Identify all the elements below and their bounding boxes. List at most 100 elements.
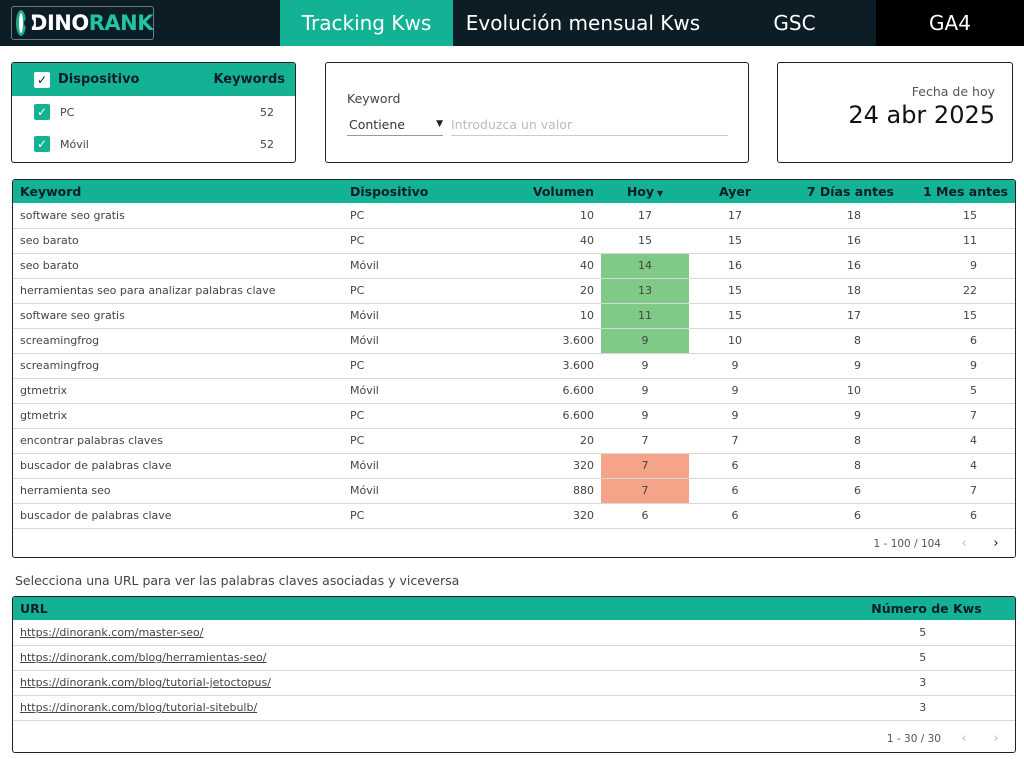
tab-ga4[interactable]: GA4 (876, 0, 1024, 46)
cell-volume: 3.600 (473, 353, 601, 379)
keyword-value-input[interactable] (451, 113, 728, 136)
cell-device: Móvil (343, 253, 473, 279)
table-row[interactable]: https://dinorank.com/master-seo/5 (13, 620, 1015, 646)
column-header-hoy[interactable]: Hoy ▼ (601, 180, 689, 203)
cell-url: https://dinorank.com/blog/herramientas-s… (13, 645, 812, 671)
device-option-count: 52 (260, 105, 274, 119)
column-header-volumen[interactable]: Volumen (473, 180, 601, 203)
cell-device: PC (343, 353, 473, 379)
next-page-icon[interactable]: › (993, 536, 999, 551)
select-all-checkbox[interactable]: ✓ (34, 71, 50, 88)
logo-text-dino: DINO (30, 11, 89, 35)
date-label: Fecha de hoy (911, 84, 995, 99)
cell-7-days: 8 (781, 328, 901, 354)
cell-today: 9 (601, 353, 689, 379)
cell-url: https://dinorank.com/master-seo/ (13, 620, 812, 646)
device-option-label: Móvil (60, 137, 89, 151)
cell-keyword: seo barato (13, 253, 343, 279)
url-hint-text: Selecciona una URL para ver las palabras… (15, 573, 460, 588)
keyword-operator-value: Contiene (349, 116, 405, 132)
url-link[interactable]: https://dinorank.com/blog/tutorial-jetoc… (20, 676, 271, 689)
cell-7-days: 6 (781, 503, 901, 529)
cell-today: 9 (601, 403, 689, 429)
url-table-header: URL Número de Kws (13, 597, 1015, 620)
cell-kw-count: 3 (811, 670, 1015, 696)
table-row[interactable]: buscador de palabras clave PC 320 6 6 6 6 (13, 503, 1015, 529)
column-header-keyword[interactable]: Keyword (13, 180, 343, 203)
keyword-filter-label: Keyword (347, 91, 401, 106)
cell-1-month: 4 (901, 428, 1015, 454)
cell-today: 7 (601, 478, 689, 504)
cell-yesterday: 15 (689, 303, 781, 329)
device-option-movil[interactable]: ✓ Móvil 52 (12, 128, 295, 160)
table-row[interactable]: buscador de palabras clave Móvil 320 7 6 8 4 (13, 453, 1015, 479)
column-header-numero-kws[interactable]: Número de Kws (811, 597, 1015, 620)
table-row[interactable]: screamingfrog Móvil 3.600 9 10 8 6 (13, 328, 1015, 354)
cell-volume: 40 (473, 253, 601, 279)
cell-yesterday: 17 (689, 203, 781, 229)
table-row[interactable]: software seo gratis PC 10 17 17 18 15 (13, 203, 1015, 229)
tracking-table-header: Keyword Dispositivo Volumen Hoy ▼ Ayer 7 … (13, 180, 1015, 203)
cell-kw-count: 3 (811, 695, 1015, 721)
table-row[interactable]: software seo gratis Móvil 10 11 15 17 15 (13, 303, 1015, 329)
cell-keyword: gtmetrix (13, 378, 343, 404)
cell-today: 7 (601, 453, 689, 479)
tab-evolucion-mensual[interactable]: Evolución mensual Kws (465, 11, 701, 35)
column-header-url[interactable]: URL (13, 597, 812, 620)
cell-keyword: screamingfrog (13, 328, 343, 354)
table-row[interactable]: herramienta seo Móvil 880 7 6 6 7 (13, 478, 1015, 504)
table-row[interactable]: gtmetrix Móvil 6.600 9 9 10 5 (13, 378, 1015, 404)
device-option-pc[interactable]: ✓ PC 52 (12, 96, 295, 128)
keyword-operator-select[interactable]: Contiene ▼ (347, 113, 443, 136)
cell-device: Móvil (343, 378, 473, 404)
cell-today: 13 (601, 278, 689, 304)
prev-page-icon[interactable]: ‹ (961, 536, 967, 551)
device-filter-count-title: Keywords (213, 72, 285, 87)
table-row[interactable]: encontrar palabras claves PC 20 7 7 8 4 (13, 428, 1015, 454)
column-header-7-dias[interactable]: 7 Días antes (781, 180, 901, 203)
column-header-hoy-label: Hoy (626, 184, 655, 199)
date-card: Fecha de hoy 24 abr 2025 (777, 62, 1013, 163)
cell-1-month: 9 (901, 253, 1015, 279)
device-filter: ✓ Dispositivo Keywords ✓ PC 52 ✓ Móvil 5… (11, 62, 296, 163)
table-row[interactable]: https://dinorank.com/blog/tutorial-siteb… (13, 695, 1015, 721)
cell-yesterday: 9 (689, 403, 781, 429)
device-filter-header[interactable]: ✓ Dispositivo Keywords (12, 63, 295, 96)
table-row[interactable]: screamingfrog PC 3.600 9 9 9 9 (13, 353, 1015, 379)
movil-checkbox[interactable]: ✓ (34, 136, 50, 152)
cell-keyword: gtmetrix (13, 403, 343, 429)
cell-7-days: 8 (781, 453, 901, 479)
top-nav: DINORANK Tracking Kws Evolución mensual … (0, 0, 1024, 46)
cell-1-month: 22 (901, 278, 1015, 304)
table-row[interactable]: gtmetrix PC 6.600 9 9 9 7 (13, 403, 1015, 429)
table-row[interactable]: herramientas seo para analizar palabras … (13, 278, 1015, 304)
prev-page-icon[interactable]: ‹ (961, 731, 967, 746)
dinorank-logo[interactable]: DINORANK (11, 6, 154, 40)
cell-7-days: 18 (781, 278, 901, 304)
url-link[interactable]: https://dinorank.com/blog/herramientas-s… (20, 651, 267, 664)
logo-text: DINORANK (30, 11, 153, 35)
url-page-info: 1 - 30 / 30 (886, 732, 941, 745)
tab-gsc[interactable]: GSC (773, 11, 816, 35)
url-link[interactable]: https://dinorank.com/blog/tutorial-siteb… (20, 701, 258, 714)
next-page-icon[interactable]: › (993, 731, 999, 746)
cell-keyword: seo barato (13, 228, 343, 254)
tab-tracking-kws[interactable]: Tracking Kws (280, 0, 453, 46)
column-header-ayer[interactable]: Ayer (689, 180, 781, 203)
table-row[interactable]: https://dinorank.com/blog/herramientas-s… (13, 645, 1015, 671)
table-row[interactable]: seo barato PC 40 15 15 16 11 (13, 228, 1015, 254)
tracking-pagination: 1 - 100 / 104 ‹ › (874, 536, 1005, 551)
url-link[interactable]: https://dinorank.com/master-seo/ (20, 625, 204, 639)
table-row[interactable]: seo barato Móvil 40 14 16 16 9 (13, 253, 1015, 279)
sort-desc-icon: ▼ (657, 189, 664, 198)
pc-checkbox[interactable]: ✓ (34, 104, 50, 120)
column-header-1-mes[interactable]: 1 Mes antes (901, 180, 1015, 203)
table-row[interactable]: https://dinorank.com/blog/tutorial-jetoc… (13, 670, 1015, 696)
cell-device: Móvil (343, 328, 473, 354)
column-header-dispositivo[interactable]: Dispositivo (343, 180, 473, 203)
cell-device: PC (343, 203, 473, 229)
cell-1-month: 11 (901, 228, 1015, 254)
cell-volume: 10 (473, 303, 601, 329)
cell-today: 9 (601, 378, 689, 404)
cell-today: 11 (601, 303, 689, 329)
